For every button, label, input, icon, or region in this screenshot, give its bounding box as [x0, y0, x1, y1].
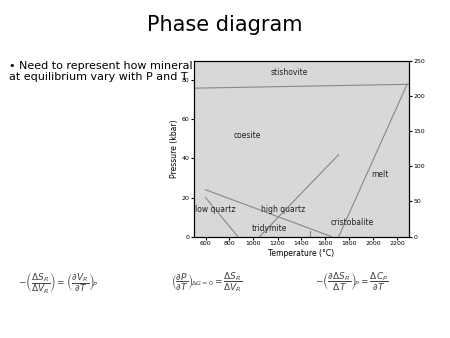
- Text: $-\left(\dfrac{\Delta S_R}{\Delta V_R}\right) = \left(\dfrac{\partial V_R}{\part: $-\left(\dfrac{\Delta S_R}{\Delta V_R}\r…: [18, 270, 99, 295]
- Text: tridymite: tridymite: [252, 224, 287, 233]
- Y-axis label: Pressure (kbar): Pressure (kbar): [170, 119, 179, 178]
- Text: melt: melt: [371, 170, 388, 178]
- Text: $\left(\dfrac{\partial P}{\partial T}\right)_{\!\Delta G=0} = \dfrac{\Delta S_R}: $\left(\dfrac{\partial P}{\partial T}\ri…: [171, 270, 243, 294]
- Text: cristobalite: cristobalite: [330, 218, 374, 227]
- X-axis label: Temperature (°C): Temperature (°C): [269, 248, 334, 258]
- Text: coesite: coesite: [234, 130, 261, 140]
- Text: Phase diagram: Phase diagram: [147, 15, 303, 35]
- Text: stishovite: stishovite: [271, 68, 308, 77]
- Text: high quartz: high quartz: [261, 205, 306, 214]
- Text: low quartz: low quartz: [195, 205, 235, 214]
- Text: • Need to represent how mineral reactions
at equilibrium vary with P and T: • Need to represent how mineral reaction…: [9, 61, 248, 82]
- Text: $-\left(\dfrac{\partial \Delta S_R}{\Delta T}\right)_{\!P} = \dfrac{\Delta C_P}{: $-\left(\dfrac{\partial \Delta S_R}{\Del…: [315, 271, 388, 293]
